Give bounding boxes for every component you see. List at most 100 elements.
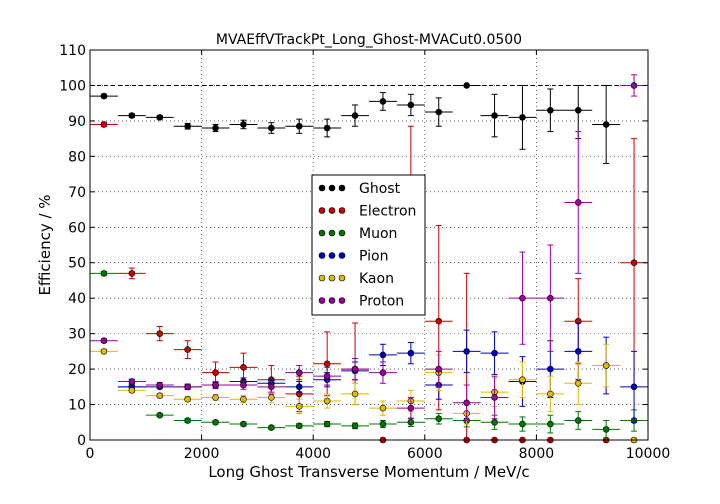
data-point bbox=[295, 403, 303, 410]
chart-title: MVAEffVTrackPt_Long_Ghost-MVACut0.0500 bbox=[216, 32, 522, 48]
data-point bbox=[379, 420, 387, 428]
data-point bbox=[240, 381, 247, 389]
y-tick-label: 20 bbox=[68, 362, 86, 378]
x-tick-label: 6000 bbox=[407, 446, 443, 462]
data-point bbox=[295, 422, 303, 430]
data-point bbox=[184, 383, 191, 391]
data-point bbox=[435, 108, 443, 116]
series-ghost bbox=[90, 82, 621, 164]
data-point bbox=[379, 369, 387, 376]
data-point bbox=[128, 270, 136, 277]
data-point bbox=[602, 426, 610, 433]
legend-marker bbox=[318, 274, 326, 282]
data-point bbox=[323, 372, 331, 380]
legend-marker bbox=[328, 274, 336, 282]
series-group bbox=[90, 74, 648, 444]
data-point bbox=[100, 348, 108, 355]
legend-marker bbox=[328, 297, 336, 304]
data-point bbox=[407, 418, 415, 426]
data-point bbox=[351, 422, 359, 430]
legend-label: Ghost bbox=[359, 181, 401, 197]
data-point bbox=[407, 404, 415, 412]
legend-marker bbox=[328, 229, 336, 237]
legend-label: Pion bbox=[359, 249, 388, 265]
data-point bbox=[184, 417, 191, 424]
data-point bbox=[156, 381, 164, 389]
y-tick-label: 90 bbox=[68, 114, 86, 130]
data-point bbox=[463, 82, 470, 89]
y-tick-label: 10 bbox=[68, 398, 86, 414]
data-point bbox=[491, 349, 498, 357]
y-tick-label: 30 bbox=[68, 327, 86, 343]
data-point bbox=[491, 112, 498, 119]
data-point bbox=[100, 92, 108, 100]
y-tick-label: 0 bbox=[77, 433, 86, 449]
data-point bbox=[435, 415, 443, 423]
data-point bbox=[379, 404, 387, 412]
data-point bbox=[240, 364, 247, 371]
data-point bbox=[630, 383, 638, 391]
data-point bbox=[268, 124, 275, 132]
data-point bbox=[323, 360, 331, 368]
y-tick-label: 110 bbox=[59, 43, 86, 59]
data-point bbox=[184, 395, 191, 403]
data-point bbox=[547, 294, 554, 302]
data-point bbox=[156, 114, 164, 121]
legend-marker bbox=[318, 229, 326, 237]
legend-label: Kaon bbox=[359, 271, 394, 287]
data-point bbox=[212, 418, 219, 426]
legend-marker bbox=[318, 207, 326, 214]
legend-marker bbox=[318, 297, 326, 304]
y-tick-label: 100 bbox=[59, 78, 86, 94]
data-point bbox=[184, 346, 191, 353]
series-proton bbox=[90, 74, 648, 421]
legend-marker bbox=[328, 252, 336, 259]
legend-marker bbox=[338, 297, 346, 304]
data-point bbox=[547, 106, 554, 114]
legend-label: Electron bbox=[359, 204, 416, 220]
data-point bbox=[519, 114, 526, 121]
data-point bbox=[463, 348, 470, 355]
data-point bbox=[212, 124, 219, 132]
data-point bbox=[323, 124, 331, 132]
data-point bbox=[519, 420, 526, 428]
data-point bbox=[212, 381, 219, 389]
data-point bbox=[100, 270, 108, 277]
data-point bbox=[491, 394, 498, 401]
legend: Ghost Electron Muon Pion Kaon Proton bbox=[311, 174, 426, 316]
data-point bbox=[240, 121, 247, 128]
legend-marker bbox=[328, 184, 336, 192]
legend-label: Proton bbox=[359, 294, 404, 310]
y-tick-label: 60 bbox=[68, 220, 86, 236]
data-point bbox=[379, 351, 387, 359]
data-point bbox=[295, 122, 303, 130]
legend-marker bbox=[338, 207, 346, 214]
data-point bbox=[407, 101, 415, 109]
y-axis-label: Efficiency / % bbox=[36, 194, 54, 295]
data-point bbox=[100, 121, 108, 128]
y-tick-label: 80 bbox=[68, 149, 86, 165]
data-point bbox=[156, 330, 164, 337]
data-point bbox=[156, 411, 164, 419]
data-point bbox=[547, 420, 554, 428]
data-point bbox=[435, 317, 443, 325]
legend-marker bbox=[318, 252, 326, 259]
data-point bbox=[574, 106, 582, 114]
data-point bbox=[128, 387, 136, 394]
x-tick-label: 0 bbox=[86, 446, 95, 462]
legend-box bbox=[311, 174, 426, 316]
data-point bbox=[407, 349, 415, 357]
grid bbox=[90, 50, 648, 440]
data-point bbox=[547, 365, 554, 373]
data-point bbox=[268, 424, 275, 431]
data-point bbox=[240, 395, 247, 403]
ticks: 0 2000 4000 6000 8000 10000 0 10 20 30 40 50 60 70 80 9… bbox=[59, 43, 670, 462]
data-point bbox=[295, 383, 303, 391]
plot-frame bbox=[89, 49, 649, 441]
data-point bbox=[128, 378, 136, 385]
data-point bbox=[323, 397, 331, 405]
data-point bbox=[519, 376, 526, 384]
data-point bbox=[156, 392, 164, 399]
legend-label: Muon bbox=[359, 226, 397, 242]
